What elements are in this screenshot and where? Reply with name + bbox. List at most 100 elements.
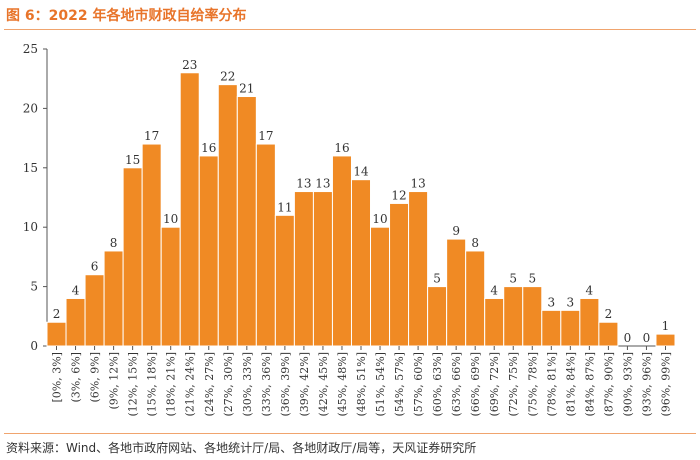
x-category-label: (96%, 99%]	[659, 352, 672, 416]
histogram-bar	[655, 333, 676, 347]
bar-value-label: 5	[433, 272, 441, 286]
bar-value-label: 4	[586, 283, 594, 297]
histogram-bar	[446, 238, 467, 347]
histogram-bar	[293, 191, 314, 347]
bar-value-label: 12	[391, 188, 406, 202]
histogram-bar	[122, 167, 143, 347]
bar-value-label: 3	[547, 295, 555, 309]
x-category-label: (15%, 18%]	[146, 352, 159, 416]
bar-value-label: 23	[182, 58, 197, 72]
bar-value-label: 3	[567, 295, 575, 309]
figure-title: 图 6：2022 年各地市财政自给率分布	[6, 8, 247, 24]
x-category-label: (63%, 66%]	[450, 352, 463, 416]
y-tick-label: 5	[30, 280, 38, 294]
histogram-bar	[198, 155, 219, 347]
histogram-bar	[389, 202, 410, 347]
footer-divider	[4, 433, 696, 434]
histogram-bar	[484, 297, 505, 347]
source-note: 资料来源：Wind、各地市政府网站、各地统计厅/局、各地财政厅/局等，天风证券研…	[6, 441, 477, 455]
bar-value-label: 5	[509, 272, 517, 286]
bar-value-label: 22	[220, 70, 235, 84]
histogram-bar	[274, 214, 295, 347]
bar-value-label: 14	[353, 165, 369, 179]
bar-value-label: 8	[471, 236, 479, 250]
bar-value-label: 17	[258, 129, 273, 143]
histogram-bar	[160, 226, 181, 347]
bar-value-label: 5	[528, 272, 536, 286]
histogram-bar	[179, 72, 200, 347]
histogram-bar	[370, 226, 391, 347]
x-category-label: (6%, 9%]	[89, 352, 102, 402]
bar-value-label: 16	[334, 141, 349, 155]
x-category-label: (33%, 36%]	[260, 352, 273, 416]
histogram-bar	[312, 191, 333, 347]
bar-value-label: 6	[91, 260, 99, 274]
x-category-label: (30%, 33%]	[241, 352, 254, 416]
bar-value-label: 2	[605, 307, 613, 321]
header-divider	[4, 29, 696, 30]
x-category-label: (36%, 39%]	[279, 352, 292, 416]
x-category-label: (60%, 63%]	[431, 352, 444, 416]
histogram-bar	[217, 84, 238, 347]
bar-value-label: 9	[452, 224, 460, 238]
x-category-label: (12%, 15%]	[127, 352, 140, 416]
histogram-bar	[350, 179, 372, 347]
x-category-label: (39%, 42%]	[298, 352, 311, 416]
histogram-bar	[236, 96, 257, 347]
x-category-label: (45%, 48%]	[336, 352, 349, 416]
histogram-bar	[522, 286, 543, 347]
bar-value-label: 17	[144, 129, 159, 143]
x-category-label: (90%, 93%]	[621, 352, 634, 416]
histogram-bar	[408, 191, 429, 347]
x-category-label: (27%, 30%]	[222, 352, 235, 416]
histogram-bar	[427, 286, 448, 347]
histogram-bar	[541, 309, 562, 347]
figure-header: 图 6：2022 年各地市财政自给率分布	[0, 0, 700, 30]
x-category-label: (81%, 84%]	[564, 352, 577, 416]
bar-value-label: 1	[662, 319, 670, 333]
bar-value-label: 13	[315, 177, 330, 191]
x-category-label: (69%, 72%]	[488, 352, 501, 416]
x-category-label: (24%, 27%]	[203, 352, 216, 416]
bar-value-label: 10	[163, 212, 178, 226]
bar-value-label: 10	[372, 212, 387, 226]
y-tick-label: 25	[23, 42, 38, 56]
x-category-label: (54%, 57%]	[393, 352, 406, 416]
histogram-bar	[560, 309, 581, 347]
bar-value-label: 0	[643, 331, 651, 345]
x-category-label: (9%, 12%]	[108, 352, 121, 409]
x-category-label: (57%, 60%]	[412, 352, 425, 416]
bar-value-label: 4	[490, 283, 498, 297]
x-category-label: (21%, 24%]	[184, 352, 197, 416]
bar-value-label: 21	[239, 82, 254, 96]
x-category-label: (93%, 96%]	[640, 352, 653, 416]
histogram-bar	[598, 321, 619, 347]
bar-value-label: 8	[110, 236, 118, 250]
x-category-label: (18%, 21%]	[165, 352, 178, 416]
x-category-label: (42%, 45%]	[317, 352, 330, 416]
y-tick-label: 20	[23, 101, 38, 115]
histogram-bar	[579, 297, 600, 347]
y-tick-label: 0	[30, 339, 38, 353]
x-category-label: (78%, 81%]	[545, 352, 558, 416]
x-category-label: [0%, 3%]	[51, 352, 64, 402]
histogram-bar	[46, 321, 67, 347]
bar-value-label: 0	[624, 331, 632, 345]
bar-value-label: 2	[53, 307, 61, 321]
y-tick-label: 10	[23, 220, 38, 234]
bar-value-label: 13	[410, 177, 425, 191]
histogram-bar	[503, 286, 524, 347]
histogram-bar	[331, 155, 352, 347]
x-category-label: (3%, 6%]	[70, 352, 83, 402]
x-category-label: (66%, 69%]	[469, 352, 482, 416]
x-category-label: (75%, 78%]	[526, 352, 539, 416]
bar-value-label: 4	[72, 283, 80, 297]
bar-value-label: 13	[296, 177, 311, 191]
x-category-label: (72%, 75%]	[507, 352, 520, 416]
y-tick-label: 15	[23, 161, 38, 175]
histogram-bar	[141, 143, 162, 347]
histogram-bar	[255, 143, 276, 347]
bar-value-label: 11	[277, 200, 292, 214]
x-category-label: (84%, 87%]	[583, 352, 596, 416]
